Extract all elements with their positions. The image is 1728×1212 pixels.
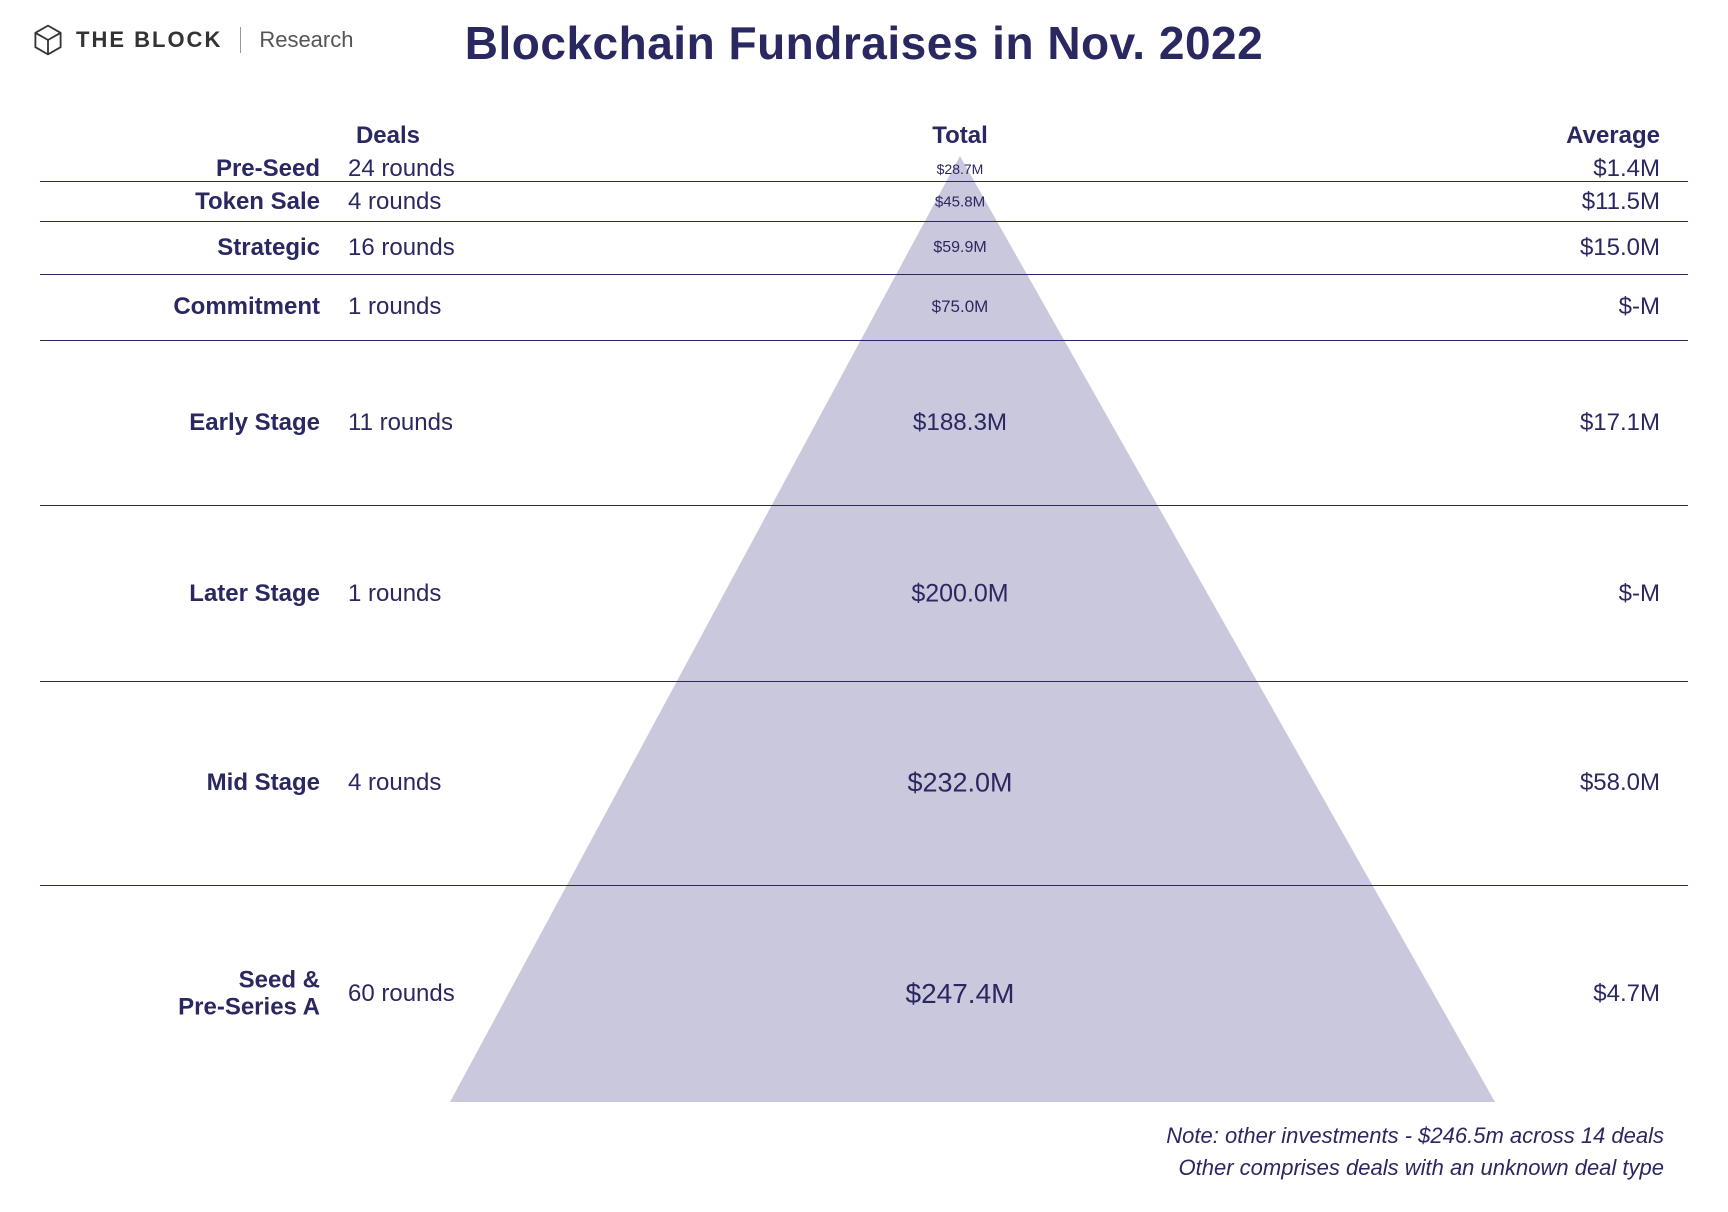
row-category: Mid Stage: [60, 770, 320, 798]
footnote-line2: Other comprises deals with an unknown de…: [1166, 1152, 1664, 1184]
footnote-line1: Note: other investments - $246.5m across…: [1166, 1120, 1664, 1152]
row-average: $58.0M: [1500, 769, 1660, 797]
row-total: $188.3M: [860, 409, 1060, 437]
row-total: $232.0M: [860, 768, 1060, 799]
row-average: $11.5M: [1500, 188, 1660, 216]
header-average: Average: [1566, 122, 1660, 150]
row-category: Pre-Seed: [60, 155, 320, 183]
pyramid-body: Pre-Seed 24 rounds $28.7M $1.4M Token Sale 4 …: [40, 156, 1688, 1102]
pyramid-row: Commitment 1 rounds $75.0M $-M: [40, 274, 1688, 340]
column-headers: Deals Total Average: [40, 116, 1688, 156]
row-category: Token Sale: [60, 188, 320, 216]
row-category: Strategic: [60, 234, 320, 262]
row-category: Early Stage: [60, 409, 320, 437]
row-total: $75.0M: [860, 297, 1060, 317]
row-average: $-M: [1500, 293, 1660, 321]
row-total: $59.9M: [860, 239, 1060, 257]
chart-footnote: Note: other investments - $246.5m across…: [1166, 1120, 1664, 1184]
header-deals: Deals: [356, 122, 420, 150]
row-deals: 11 rounds: [348, 409, 528, 437]
pyramid-row: Token Sale 4 rounds $45.8M $11.5M: [40, 181, 1688, 221]
row-category: Seed &Pre-Series A: [60, 966, 320, 1021]
row-category: Later Stage: [60, 580, 320, 608]
row-total: $247.4M: [860, 978, 1060, 1010]
header-total: Total: [932, 122, 988, 150]
row-total: $45.8M: [860, 193, 1060, 210]
pyramid-row: Pre-Seed 24 rounds $28.7M $1.4M: [40, 156, 1688, 181]
row-average: $17.1M: [1500, 409, 1660, 437]
row-total: $28.7M: [860, 161, 1060, 177]
page-title: Blockchain Fundraises in Nov. 2022: [0, 16, 1728, 70]
row-deals: 4 rounds: [348, 769, 528, 797]
pyramid-row: Later Stage 1 rounds $200.0M $-M: [40, 505, 1688, 681]
row-deals: 24 rounds: [348, 155, 528, 183]
pyramid-row: Mid Stage 4 rounds $232.0M $58.0M: [40, 681, 1688, 885]
row-average: $1.4M: [1500, 155, 1660, 183]
row-deals: 4 rounds: [348, 188, 528, 216]
row-deals: 16 rounds: [348, 234, 528, 262]
pyramid-chart: Deals Total Average Pre-Seed 24 rounds $28…: [40, 116, 1688, 1102]
pyramid-row: Seed &Pre-Series A 60 rounds $247.4M $4.7M: [40, 885, 1688, 1102]
row-total: $200.0M: [860, 579, 1060, 608]
row-deals: 1 rounds: [348, 580, 528, 608]
row-average: $15.0M: [1500, 234, 1660, 262]
row-average: $-M: [1500, 580, 1660, 608]
row-average: $4.7M: [1500, 980, 1660, 1008]
row-deals: 60 rounds: [348, 980, 528, 1008]
row-category: Commitment: [60, 294, 320, 322]
pyramid-row: Strategic 16 rounds $59.9M $15.0M: [40, 221, 1688, 274]
pyramid-row: Early Stage 11 rounds $188.3M $17.1M: [40, 340, 1688, 505]
pyramid-rows: Pre-Seed 24 rounds $28.7M $1.4M Token Sale 4 …: [40, 156, 1688, 1102]
row-deals: 1 rounds: [348, 293, 528, 321]
